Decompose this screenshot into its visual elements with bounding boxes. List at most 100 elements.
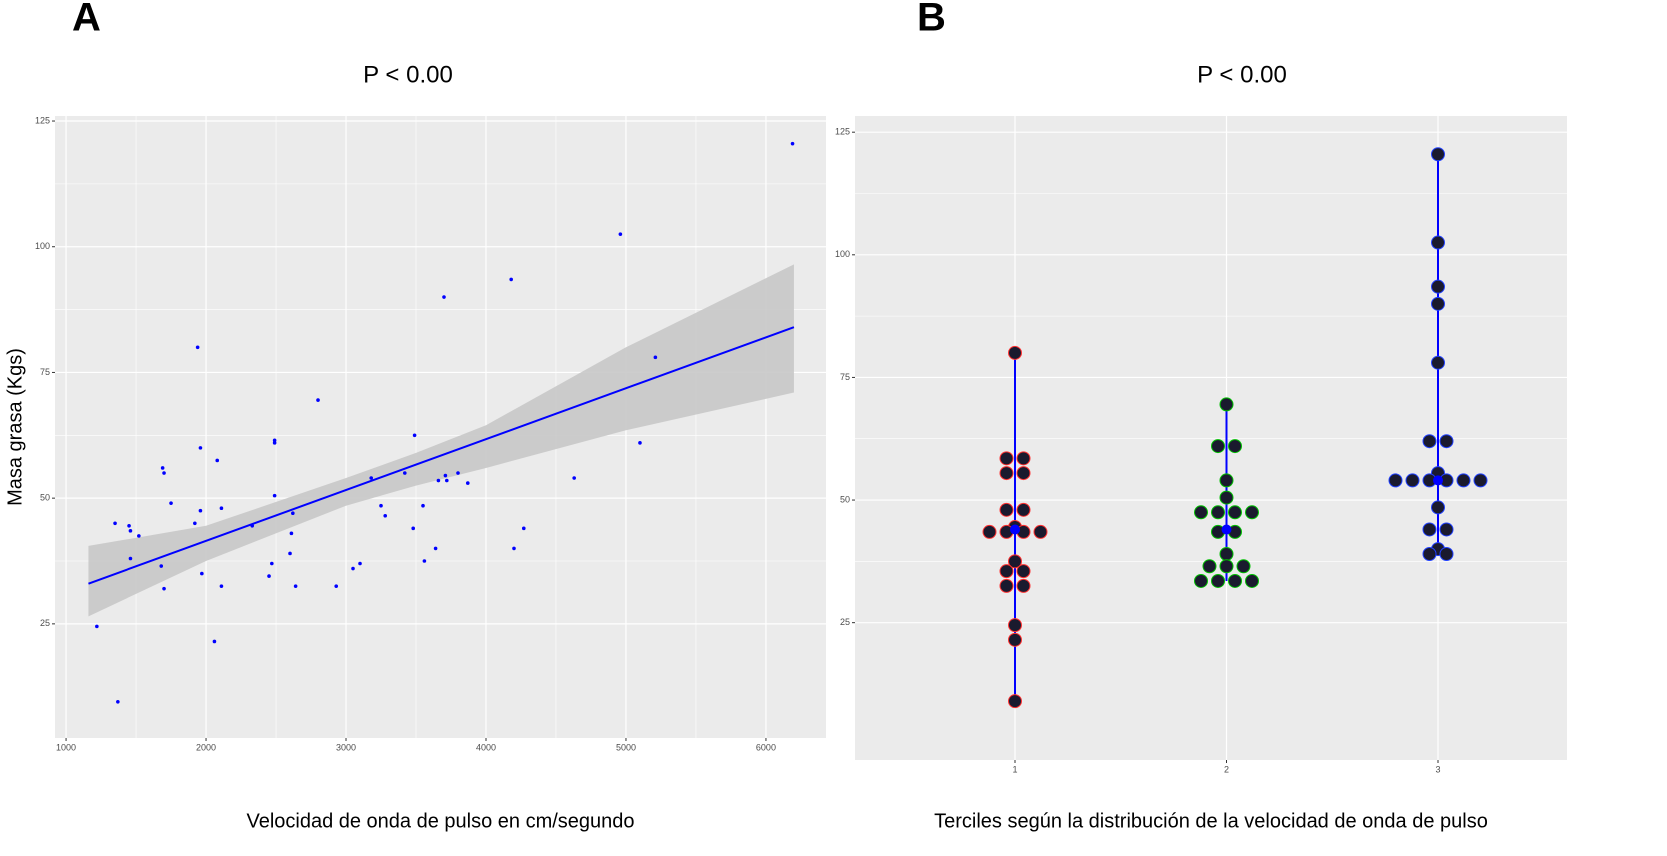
point [358, 561, 362, 566]
dot [1008, 554, 1022, 569]
dot [1473, 473, 1488, 488]
dot [1016, 466, 1031, 481]
point [334, 584, 339, 588]
point [653, 355, 658, 360]
dot [1016, 502, 1031, 517]
dot [1016, 451, 1031, 466]
x-tick-label: 6000 [756, 742, 776, 752]
dot [1228, 573, 1242, 588]
point [127, 524, 131, 528]
y-tick-label: 75 [840, 372, 850, 382]
y-tick-label: 50 [840, 494, 850, 504]
dot [1439, 434, 1454, 449]
x-tick-label: 1 [1012, 764, 1017, 774]
point [790, 141, 795, 146]
dot [999, 564, 1014, 579]
dot [1228, 439, 1242, 454]
dot [1033, 524, 1048, 539]
dot [1194, 505, 1208, 520]
point [128, 529, 133, 533]
point [316, 398, 320, 402]
chart-title: P < 0.00 [1197, 61, 1287, 88]
point [618, 232, 623, 236]
point [137, 534, 141, 538]
point [369, 476, 374, 480]
dot [1016, 564, 1031, 579]
dot [999, 451, 1014, 466]
plot-panel [855, 116, 1567, 760]
point [116, 699, 120, 704]
x-axis-label: Terciles según la distribución de la vel… [934, 810, 1488, 832]
point [383, 513, 388, 518]
dot [1245, 505, 1259, 520]
point [512, 546, 516, 551]
point [198, 446, 203, 450]
point [219, 584, 224, 588]
dot [1211, 573, 1225, 588]
dot [1228, 505, 1242, 520]
point [521, 526, 526, 531]
x-tick-label: 1000 [56, 742, 76, 752]
dot [999, 502, 1014, 517]
point [379, 503, 383, 508]
point [113, 521, 117, 526]
dot [1431, 279, 1445, 294]
point [193, 521, 197, 526]
plot-panel [55, 116, 826, 738]
dot [999, 578, 1014, 593]
dot [1202, 559, 1217, 574]
point [465, 481, 470, 485]
dot [1219, 397, 1234, 412]
y-tick-label: 100 [835, 249, 850, 259]
point [291, 511, 295, 516]
point [162, 471, 166, 475]
point [272, 438, 277, 443]
point [422, 559, 427, 563]
point [456, 471, 460, 475]
point [509, 277, 513, 282]
x-tick-label: 2000 [196, 742, 216, 752]
dot [1219, 490, 1234, 505]
point [403, 471, 407, 475]
x-tick-label: 4000 [476, 742, 496, 752]
dot [1008, 694, 1022, 709]
point [162, 586, 166, 591]
point [444, 478, 449, 483]
point [351, 566, 355, 571]
dot [999, 466, 1014, 481]
dot [1008, 632, 1022, 647]
point [272, 441, 277, 445]
dot [1422, 522, 1437, 537]
y-tick-label: 125 [835, 127, 850, 137]
point [411, 526, 416, 531]
mean-marker [1433, 475, 1443, 486]
point [270, 561, 274, 566]
point [288, 551, 292, 556]
y-tick-label: 50 [40, 493, 50, 503]
point [195, 345, 200, 350]
y-axis-label: Masa grasa (Kgs) [4, 348, 26, 506]
chart-title: P < 0.00 [363, 61, 453, 88]
dot [1008, 345, 1022, 360]
dot [1245, 573, 1259, 588]
x-tick-label: 3 [1435, 764, 1440, 774]
point [436, 478, 441, 483]
point [219, 506, 224, 511]
dot [1439, 522, 1454, 537]
y-tick-label: 25 [840, 617, 850, 627]
x-tick-label: 3000 [336, 742, 356, 752]
point [572, 476, 576, 480]
dot [1439, 546, 1454, 561]
dot [1211, 505, 1225, 520]
dot [1219, 559, 1234, 574]
mean-marker [1010, 524, 1020, 535]
panel-letter: B [917, 0, 946, 40]
point [128, 556, 133, 561]
point [289, 531, 294, 536]
point [200, 571, 204, 576]
point [159, 564, 164, 568]
point [160, 466, 165, 470]
point [412, 433, 417, 438]
dot [1431, 235, 1445, 250]
point [293, 584, 298, 588]
